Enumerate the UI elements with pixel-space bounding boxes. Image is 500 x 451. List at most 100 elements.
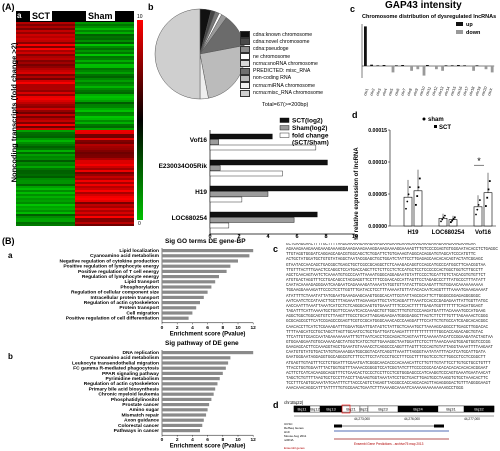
relexp-tick-label: 0.00005 bbox=[368, 192, 387, 198]
heatmap-cell bbox=[16, 24, 75, 26]
heatmap-cell bbox=[16, 202, 75, 204]
relexp-point bbox=[407, 193, 410, 196]
pw-bar bbox=[162, 408, 208, 412]
heatmap-cell bbox=[75, 86, 134, 88]
heatmap-cell bbox=[75, 48, 134, 50]
go-tick-label: 4 bbox=[191, 325, 194, 331]
chr-legend-down-swatch bbox=[456, 30, 463, 34]
relexp-point bbox=[487, 188, 490, 191]
go-bar bbox=[162, 311, 193, 315]
pw-term-label: DNA replication bbox=[122, 350, 159, 356]
heatmap-cell bbox=[16, 66, 75, 68]
heatmap-cell bbox=[16, 196, 75, 198]
pw-bar bbox=[162, 429, 200, 433]
heatmap-cell bbox=[16, 108, 75, 110]
relexp-panel-label: d bbox=[352, 110, 358, 120]
relexp-point bbox=[406, 200, 409, 203]
chr-bar-up bbox=[364, 26, 367, 66]
heatmap-cell bbox=[16, 116, 75, 118]
heatmap-cell bbox=[75, 138, 134, 140]
genome-band-label: Bq31 bbox=[446, 407, 456, 412]
heatmap-cell bbox=[75, 202, 134, 204]
heatmap-cell bbox=[16, 212, 75, 214]
relexp-tick-label: 0.00015 bbox=[368, 128, 387, 134]
heatmap-cell bbox=[16, 160, 75, 162]
relexp-gene-label: Vof16 bbox=[475, 230, 492, 236]
heatmap-cell bbox=[75, 130, 134, 132]
pathway-sublabel: b bbox=[8, 352, 13, 361]
heatmap-cell bbox=[16, 94, 75, 96]
chr-bar-down bbox=[490, 66, 494, 73]
pw-term-label: Primary bile acid biosynthesis bbox=[89, 386, 160, 392]
relexp-legend-sham: sham bbox=[428, 117, 444, 123]
heatmap-cell bbox=[16, 128, 75, 130]
relexp-point bbox=[442, 216, 445, 219]
hbar-legend-text-2: (SCT/Sham) bbox=[292, 140, 329, 147]
heatmap-cell bbox=[16, 64, 75, 66]
heatmap-cell bbox=[75, 90, 134, 92]
panel-c-bottom-label: c bbox=[273, 244, 279, 254]
heatmap-cell bbox=[75, 124, 134, 126]
genome-exon bbox=[434, 424, 444, 428]
relexp-point bbox=[452, 218, 455, 220]
go-bar bbox=[162, 301, 200, 305]
heatmap-cell bbox=[16, 140, 75, 142]
pie-legend: cdna:known chromosome cdna:novel chromoso… bbox=[240, 31, 350, 97]
heatmap-cell bbox=[75, 168, 134, 170]
genome-highlight bbox=[341, 404, 351, 414]
pw-bar bbox=[162, 403, 210, 407]
hbar-bar bbox=[209, 159, 328, 166]
chr-tick-label: chr13 bbox=[438, 86, 445, 96]
go-tick-label: 0 bbox=[161, 325, 164, 331]
heatmap-cell bbox=[75, 146, 134, 148]
heatmap-cell bbox=[16, 176, 75, 178]
heatmap-cell bbox=[16, 106, 75, 108]
heatmap-cell bbox=[16, 222, 75, 224]
relexp-point bbox=[451, 219, 454, 222]
pw-bar bbox=[162, 413, 207, 417]
pie-total: Total=67(>=200bp) bbox=[262, 102, 309, 108]
hbar-bar bbox=[209, 170, 283, 177]
genome-chr-label: chr1Bq22) bbox=[284, 400, 304, 405]
chr-bar-up bbox=[370, 64, 373, 66]
heatmap-cell bbox=[75, 78, 134, 80]
heatmap-cell bbox=[75, 156, 134, 158]
chr-bar-up bbox=[450, 65, 454, 66]
heatmap-cell bbox=[16, 120, 75, 122]
pie-legend-swatch bbox=[240, 60, 250, 68]
pie-slice bbox=[154, 8, 201, 100]
heatmap-cell bbox=[75, 196, 134, 198]
heatmap-cell bbox=[75, 106, 134, 108]
pw-bar bbox=[162, 423, 203, 427]
go-term-label: Cyanoamino acid metabolism bbox=[90, 253, 160, 259]
heatmap-cell bbox=[75, 134, 134, 136]
heatmap-cell bbox=[16, 144, 75, 146]
relexp-point bbox=[477, 203, 480, 206]
chr-bar-down bbox=[410, 66, 413, 71]
relexp-point bbox=[405, 207, 407, 210]
pw-term-label: PPAR signaling pathway bbox=[102, 371, 159, 377]
heatmap-cell bbox=[75, 214, 134, 216]
pw-bar bbox=[162, 377, 220, 381]
pathway-title: Sig pathway of DE gene bbox=[165, 340, 239, 347]
heatmap-cell bbox=[75, 56, 134, 58]
genome-band-label: Bq22 bbox=[359, 407, 369, 412]
heatmap-cell bbox=[16, 174, 75, 176]
heatmap-cell bbox=[75, 188, 134, 190]
heatmap-cell bbox=[75, 136, 134, 138]
pw-term-label: Leukocyte transendothelial migration bbox=[72, 360, 159, 366]
heatmap-cell bbox=[16, 192, 75, 194]
relexp-point bbox=[417, 186, 420, 189]
hbar-legend-swatch bbox=[279, 125, 290, 131]
heatmap-cell bbox=[75, 132, 134, 134]
heatmap-cell bbox=[16, 36, 75, 38]
go-bar bbox=[162, 295, 204, 299]
genome-band-label: Bq12 bbox=[310, 407, 320, 412]
hbar-gene-label: H19 bbox=[195, 189, 207, 196]
heatmap-cell bbox=[16, 182, 75, 184]
heatmap-cell bbox=[16, 56, 75, 58]
heatmap-cell bbox=[16, 98, 75, 100]
heatmap-cell bbox=[75, 180, 134, 182]
pw-term-label: Regulation of actin cytoskeleton bbox=[84, 381, 159, 387]
hbar-bar bbox=[209, 196, 243, 203]
